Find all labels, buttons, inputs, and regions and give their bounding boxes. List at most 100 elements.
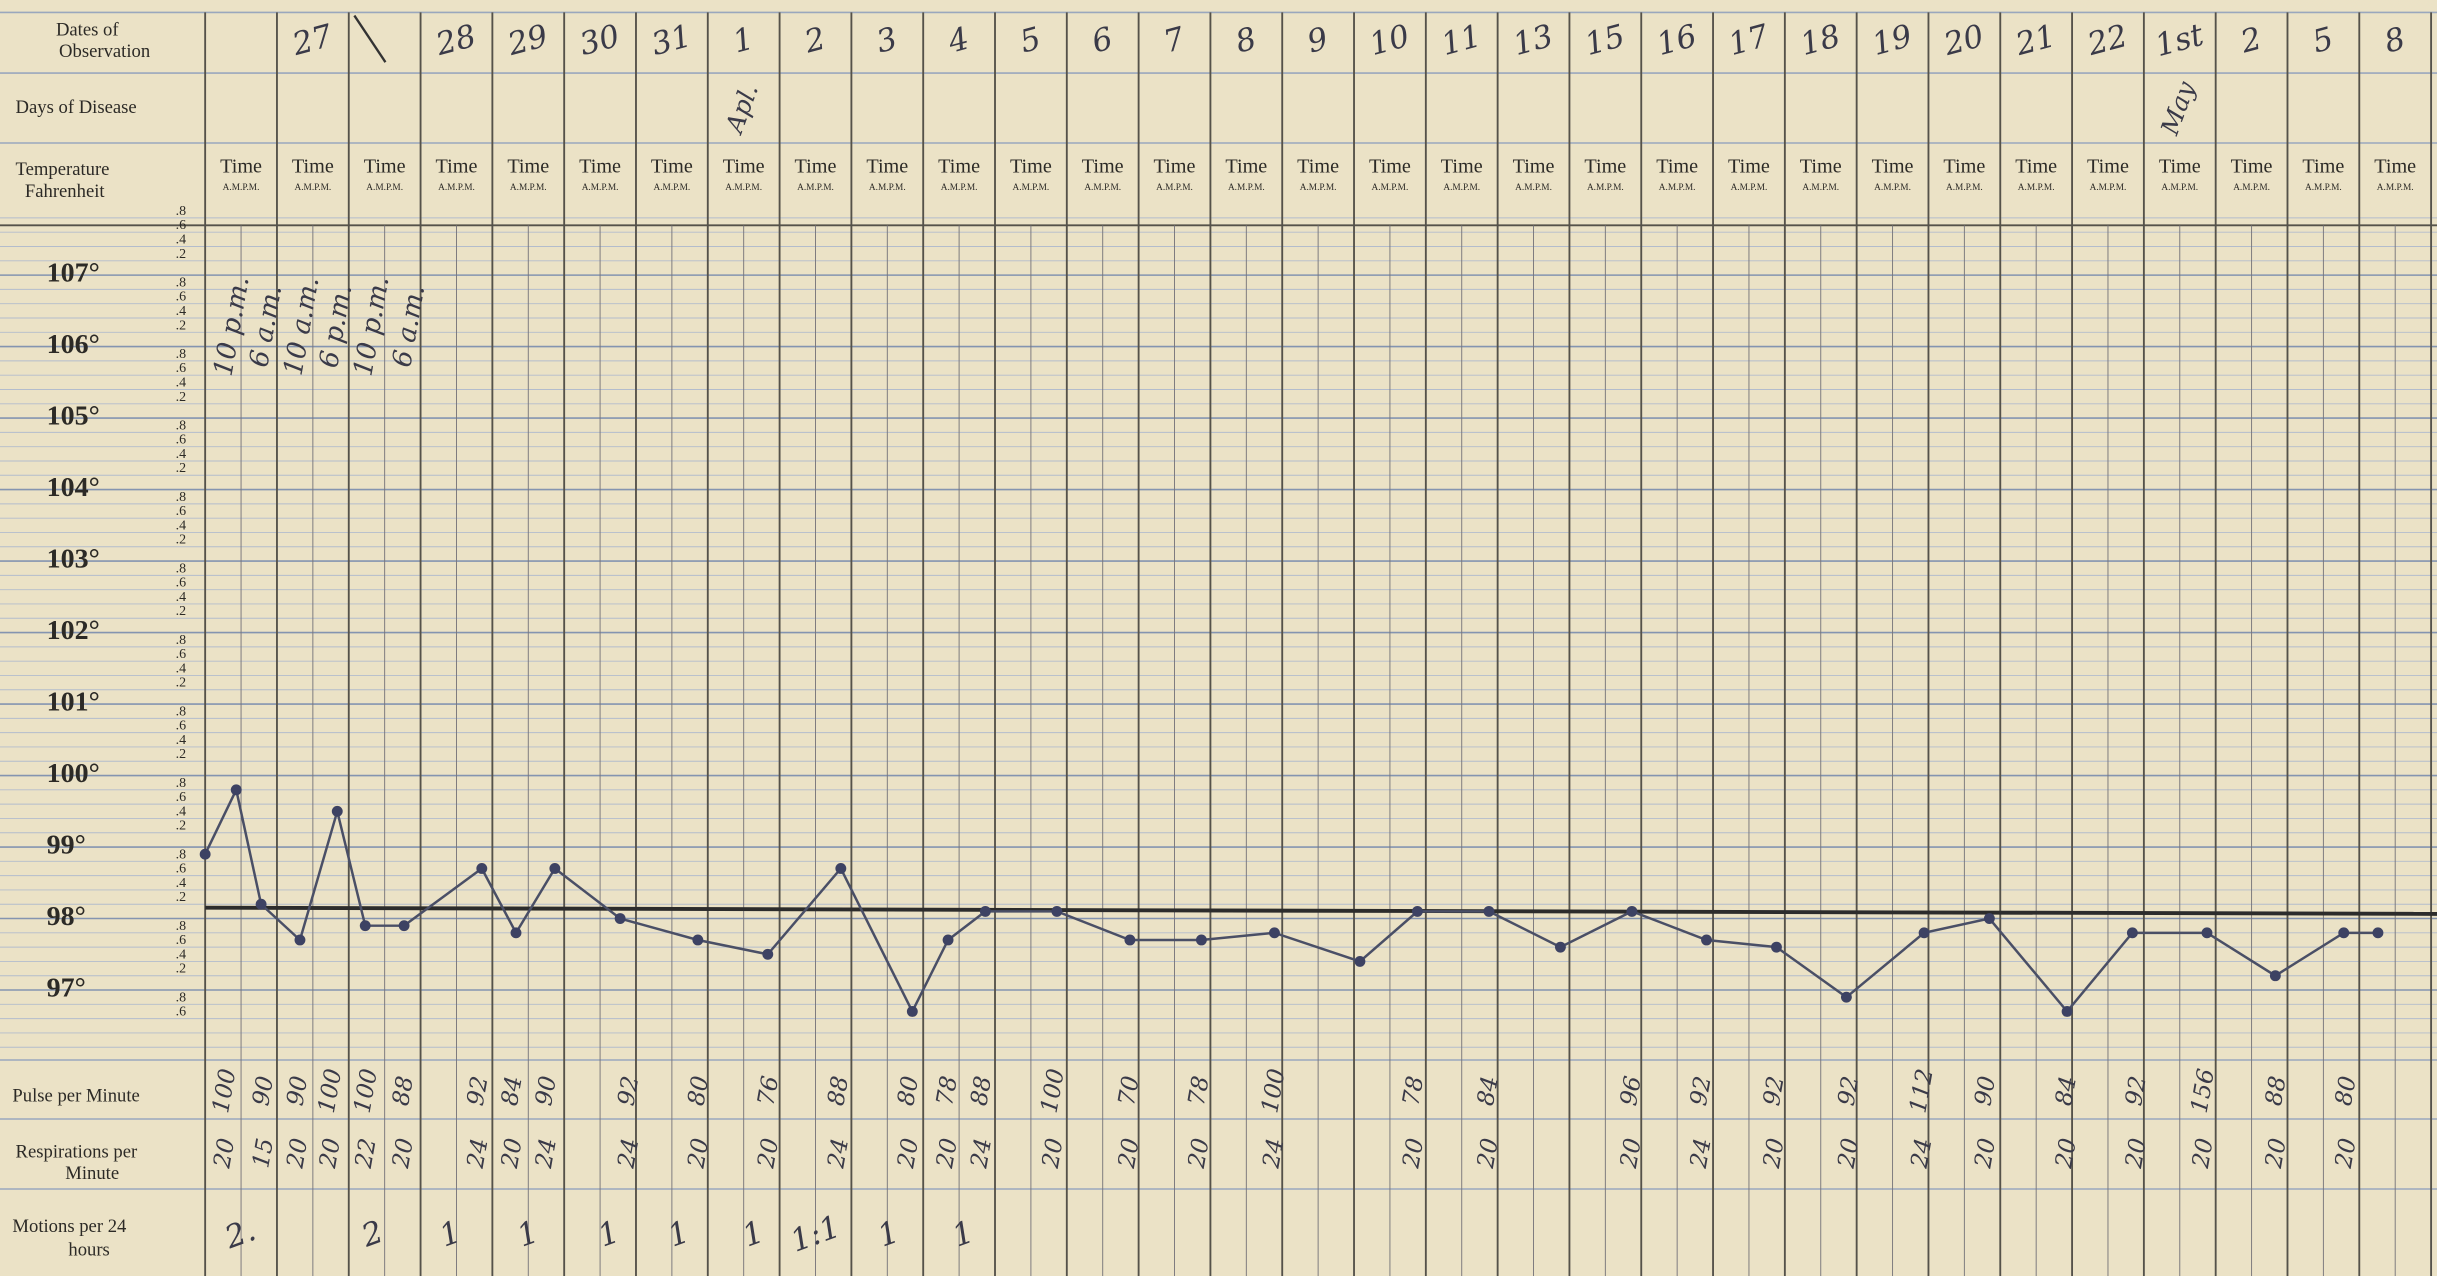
minor-label: .4 <box>176 304 186 319</box>
minor-label: .8 <box>176 561 186 576</box>
minor-label: .2 <box>176 247 186 262</box>
minor-label: .6 <box>176 576 186 591</box>
ampm-header: A.M.P.M. <box>223 183 260 193</box>
temperature-point <box>331 805 343 817</box>
minor-label: .8 <box>176 347 186 362</box>
time-header: Time <box>1010 155 1052 177</box>
minor-label: .8 <box>176 847 186 862</box>
temperature-point <box>2126 927 2138 939</box>
ampm-header: A.M.P.M. <box>1300 183 1337 193</box>
temperature-point <box>1771 941 1782 953</box>
temperature-point <box>359 920 371 932</box>
ampm-header: A.M.P.M. <box>1228 183 1265 193</box>
temperature-point <box>2061 1006 2073 1017</box>
temperature-point <box>1269 927 1280 939</box>
minor-label: .8 <box>176 204 186 219</box>
ampm-header: A.M.P.M. <box>510 183 547 193</box>
ampm-header: A.M.P.M. <box>1515 183 1552 193</box>
respiration-value: 20 <box>314 1136 346 1171</box>
respiration-value: 20 <box>1615 1136 1647 1171</box>
respiration-value: 22 <box>350 1136 382 1171</box>
ampm-header: A.M.P.M. <box>2233 183 2270 193</box>
ampm-header: A.M.P.M. <box>294 183 331 193</box>
respiration-value: 20 <box>2050 1136 2082 1171</box>
minor-label: .6 <box>176 719 186 734</box>
respiration-value: 20 <box>2260 1136 2292 1171</box>
degree-label: 98° <box>47 901 86 932</box>
respiration-value: 20 <box>1037 1136 1069 1171</box>
temperature-point <box>199 848 211 860</box>
temperature-point <box>979 905 991 917</box>
temperature-point <box>294 934 306 946</box>
pulse-value: 88 <box>387 1074 419 1108</box>
respiration-value: 24 <box>1685 1136 1717 1171</box>
temperature-point <box>1354 955 1366 967</box>
pulse-value: 88 <box>965 1074 997 1108</box>
respiration-value: 20 <box>1113 1136 1145 1171</box>
pulse-value: 88 <box>2260 1074 2292 1108</box>
pulse-value: 96 <box>1615 1074 1647 1108</box>
time-header: Time <box>1513 155 1555 177</box>
temperature-point <box>2372 927 2384 939</box>
ampm-header: A.M.P.M. <box>1946 183 1983 193</box>
minor-label: .2 <box>176 318 186 333</box>
time-header: Time <box>1800 155 1842 177</box>
ampm-header: A.M.P.M. <box>1731 183 1768 193</box>
pulse-value: 90 <box>247 1074 279 1108</box>
minor-label: .4 <box>176 661 186 676</box>
degree-label: 101° <box>47 686 100 717</box>
time-header: Time <box>795 155 837 177</box>
respiration-value: 24 <box>1257 1136 1289 1171</box>
ampm-header: A.M.P.M. <box>941 183 978 193</box>
ampm-header: A.M.P.M. <box>2090 183 2127 193</box>
time-header: Time <box>2231 155 2273 177</box>
pulse-value: 78 <box>1183 1074 1215 1108</box>
pulse-value: 84 <box>496 1074 528 1108</box>
respiration-value: 20 <box>752 1136 784 1171</box>
label: Fahrenheit <box>25 181 106 202</box>
minor-label: .4 <box>176 947 186 962</box>
time-header: Time <box>1441 155 1483 177</box>
temperature-point <box>762 948 774 960</box>
ampm-header: A.M.P.M. <box>1084 183 1121 193</box>
pulse-value: 84 <box>1472 1074 1504 1108</box>
pulse-value: 90 <box>1969 1074 2001 1108</box>
respiration-value: 24 <box>612 1136 644 1171</box>
temperature-point <box>1124 934 1136 946</box>
respiration-value: 24 <box>965 1136 997 1171</box>
time-header: Time <box>2015 155 2057 177</box>
time-header: Time <box>938 155 980 177</box>
time-header: Time <box>436 155 478 177</box>
minor-label: .6 <box>176 361 186 376</box>
minor-label: .6 <box>176 862 186 877</box>
minor-label: .2 <box>176 461 186 476</box>
ampm-header: A.M.P.M. <box>366 183 403 193</box>
respiration-value: 20 <box>496 1136 528 1171</box>
time-header: Time <box>723 155 765 177</box>
degree-label: 99° <box>47 829 86 860</box>
minor-label: .4 <box>176 232 186 247</box>
ampm-header: A.M.P.M. <box>1874 183 1911 193</box>
pulse-value: 90 <box>282 1074 314 1108</box>
degree-label: 97° <box>47 972 86 1003</box>
time-header: Time <box>1943 155 1985 177</box>
date-slash <box>353 14 387 63</box>
temperature-point <box>510 927 522 939</box>
temperature-point <box>614 913 626 924</box>
minor-label: .4 <box>176 447 186 462</box>
minor-label: .8 <box>176 275 186 290</box>
pulse-value: 92 <box>462 1074 494 1108</box>
respiration-value: 20 <box>2120 1136 2152 1171</box>
temperature-point <box>835 863 847 874</box>
respiration-value: 24 <box>822 1136 854 1171</box>
pulse-value: 92 <box>1685 1074 1717 1108</box>
time-header: Time <box>866 155 908 177</box>
ampm-header: A.M.P.M. <box>869 183 906 193</box>
time-header: Time <box>364 155 406 177</box>
label: Minute <box>65 1163 119 1184</box>
temperature-point <box>2269 970 2281 982</box>
ampm-header: A.M.P.M. <box>2377 183 2414 193</box>
time-header: Time <box>1154 155 1196 177</box>
minor-label: .2 <box>176 890 186 905</box>
